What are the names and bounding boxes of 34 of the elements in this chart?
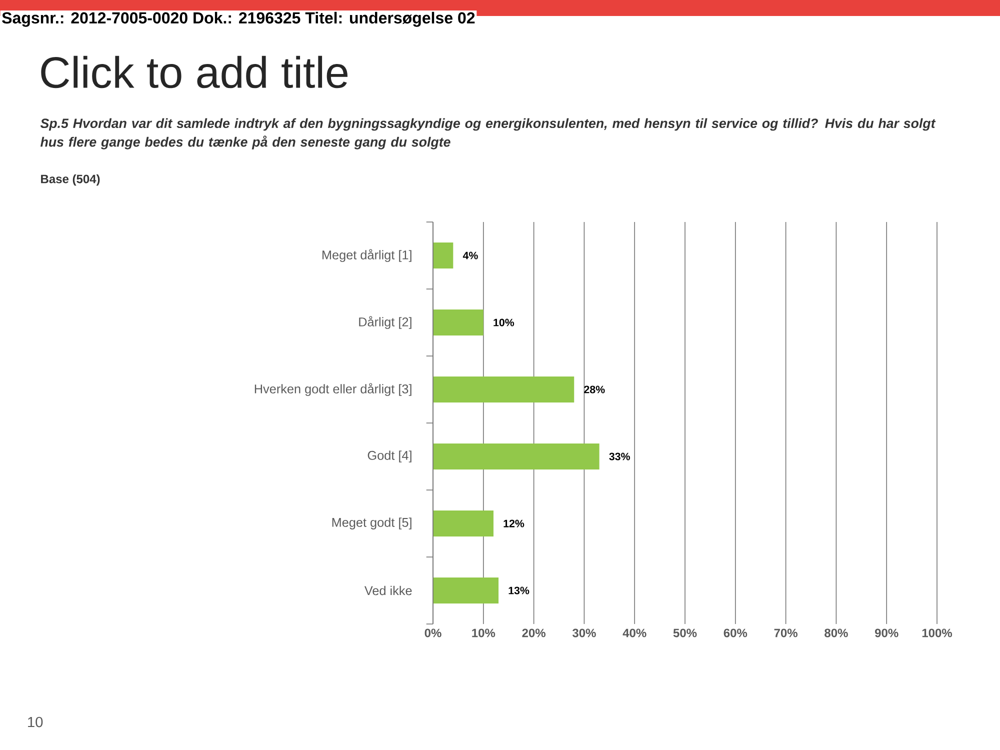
x-tick-label: 60%	[724, 628, 748, 638]
bar	[433, 376, 574, 403]
chart-subtitle: Sp.5 Hvordan var dit samlede indtryk af den bygningssagkyndige og energikonsulenten, med hensyn til service og tillid? Hvis du har solgt hus flere gange bedes du tænke på den seneste gang du solgte	[40, 118, 936, 150]
data-label: 28%	[584, 386, 605, 394]
y-tick-label: Dårligt [2]	[359, 316, 412, 329]
text: Sagsnr.: 2012-7005-0020 Dok.: 2196325 Titel: undersøgelse 02	[2, 12, 475, 27]
data-label: 4%	[462, 252, 478, 260]
x-tick-label: 20%	[522, 628, 546, 638]
bar	[433, 444, 600, 470]
chart-title: Click to add title	[41, 56, 348, 88]
x-tick-label: 70%	[774, 628, 798, 638]
x-tick-label: 10%	[472, 628, 496, 638]
text: 10	[28, 716, 43, 728]
x-tick-label: 0%	[424, 628, 442, 638]
data-label: 13%	[508, 586, 530, 594]
y-tick-label: Hverken godt eller dårligt [3]	[254, 383, 412, 396]
data-label: 33%	[609, 452, 630, 460]
bar	[433, 578, 499, 604]
x-tick-label: 40%	[622, 628, 646, 638]
y-tick-label: Meget dårligt [1]	[322, 249, 412, 262]
bar	[433, 242, 454, 269]
x-tick-label: 80%	[824, 628, 848, 638]
bar	[433, 310, 484, 336]
data-label: 10%	[494, 318, 514, 326]
text: Base (504)	[41, 174, 100, 186]
x-tick-label: 90%	[875, 628, 898, 638]
x-tick-label: 100%	[922, 628, 952, 638]
y-tick-label: Ved ikke	[364, 586, 412, 596]
x-tick-label: 30%	[572, 628, 596, 638]
y-tick-label: Meget godt [5]	[332, 518, 412, 530]
data-label: 12%	[504, 520, 524, 528]
bar	[433, 510, 494, 537]
y-tick-label: Godt [4]	[368, 450, 412, 462]
x-tick-label: 50%	[673, 628, 697, 638]
